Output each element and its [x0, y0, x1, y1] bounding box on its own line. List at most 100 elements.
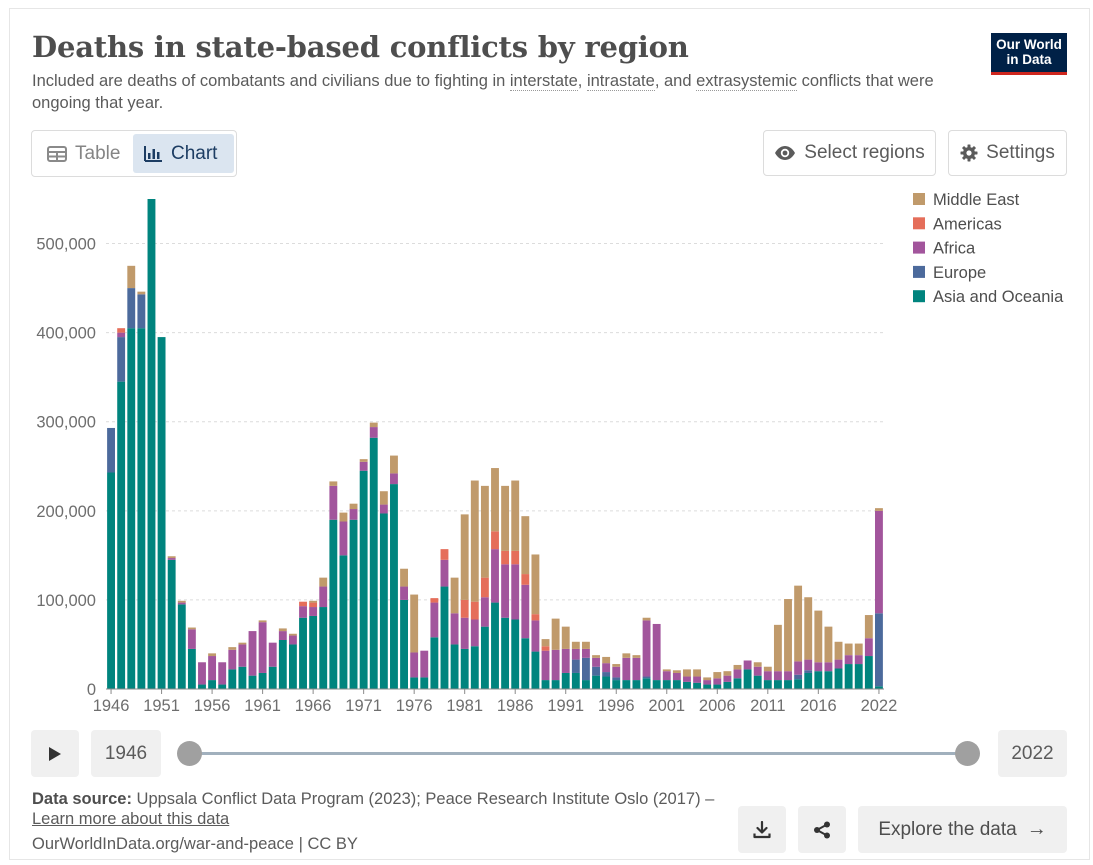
bar-segment: [420, 650, 429, 678]
bar-segment: [379, 504, 388, 514]
legend-swatch: [913, 290, 925, 303]
bar-segment: [268, 642, 277, 667]
bar-segment: [662, 680, 671, 689]
eye-icon: [775, 146, 796, 160]
bar-segment: [319, 586, 328, 608]
bar-segment: [521, 584, 530, 639]
explore-data-label: Explore the data: [878, 818, 1017, 840]
bar-segment: [511, 564, 520, 620]
bar-segment: [672, 680, 681, 689]
gear-icon: [960, 144, 978, 162]
bar-segment: [753, 662, 762, 667]
bar-segment: [763, 666, 772, 672]
bar-segment: [187, 629, 196, 649]
legend-swatch: [913, 217, 925, 230]
bar-segment: [854, 643, 863, 656]
bar-segment: [248, 675, 257, 689]
legend-label: Asia and Oceania: [933, 288, 1064, 306]
bar-segment: [571, 648, 580, 660]
bar-segment: [339, 555, 348, 689]
y-tick-label: 400,000: [36, 325, 96, 343]
bar-segment: [622, 657, 631, 681]
bar-segment: [228, 647, 237, 650]
bar-segment: [470, 601, 479, 620]
bar-segment: [258, 620, 267, 623]
bar-segment: [723, 675, 732, 682]
logo-line1: Our World: [996, 37, 1062, 52]
term-extrasystemic[interactable]: extrasystemic: [696, 72, 797, 91]
settings-button[interactable]: Settings: [948, 130, 1067, 176]
bar-segment: [359, 459, 368, 462]
timeline-start-handle[interactable]: [177, 741, 202, 766]
download-button[interactable]: [738, 806, 786, 853]
explore-data-button[interactable]: Explore the data →: [858, 806, 1067, 853]
bar-segment: [804, 597, 813, 660]
bar-segment: [359, 470, 368, 689]
play-button[interactable]: [31, 730, 79, 777]
bar-segment: [319, 607, 328, 689]
tab-chart[interactable]: Chart: [133, 134, 234, 173]
select-regions-button[interactable]: Select regions: [763, 130, 936, 176]
bar-segment: [693, 669, 702, 677]
bar-segment: [511, 550, 520, 565]
bar-segment: [491, 468, 499, 532]
view-tabs: Table Chart: [31, 130, 237, 177]
bar-segment: [541, 680, 550, 689]
bar-segment: [581, 657, 590, 681]
bar-segment: [460, 514, 469, 600]
bar-segment: [177, 604, 186, 689]
bar-segment: [602, 663, 611, 673]
x-tick-label: 2022: [861, 697, 898, 715]
bar-segment: [612, 664, 621, 667]
subtitle-intro: Included are deaths of combatants and ci…: [32, 72, 510, 90]
x-tick-label: 1971: [345, 697, 382, 715]
tab-table[interactable]: Table: [37, 134, 131, 173]
bar-segment: [632, 655, 641, 658]
bar-segment: [208, 680, 217, 689]
owid-logo[interactable]: Our World in Data: [991, 33, 1067, 75]
bar-segment: [794, 679, 803, 689]
bar-segment: [794, 661, 803, 675]
bar-segment: [834, 659, 843, 669]
bar-segment: [592, 657, 600, 667]
bar-segment: [430, 637, 439, 689]
bar-segment: [875, 508, 883, 511]
bar-segment: [390, 473, 398, 485]
bar-segment: [339, 521, 348, 556]
learn-more-link[interactable]: Learn more about this data: [32, 810, 230, 828]
bar-segment: [248, 631, 257, 676]
bar-segment: [541, 639, 550, 647]
bar-segment: [733, 669, 742, 679]
x-tick-label: 1951: [143, 697, 180, 715]
timeline-track[interactable]: [190, 752, 967, 755]
bar-segment: [632, 657, 641, 681]
bar-segment: [642, 678, 651, 689]
bar-segment: [480, 597, 489, 627]
bar-segment: [784, 671, 792, 681]
legend-swatch: [913, 265, 925, 278]
bar-segment: [238, 666, 247, 689]
bar-segment: [551, 618, 560, 650]
bar-segment: [460, 599, 469, 618]
term-intrastate[interactable]: intrastate: [586, 72, 655, 91]
bar-segment: [521, 638, 530, 689]
bar-segment: [713, 684, 722, 689]
bar-segment: [581, 648, 590, 658]
bar-segment: [531, 554, 540, 615]
bar-segment: [854, 655, 863, 665]
bar-segment: [369, 427, 378, 438]
bar-segment: [733, 678, 742, 689]
term-interstate[interactable]: interstate: [509, 72, 578, 91]
bar-segment: [723, 681, 732, 689]
bar-segment: [592, 675, 600, 689]
bar-segment: [723, 671, 732, 676]
timeline-end-handle[interactable]: [955, 741, 980, 766]
bar-segment: [642, 620, 651, 677]
bar-segment: [703, 684, 712, 689]
share-button[interactable]: [798, 806, 846, 853]
bar-segment: [521, 516, 530, 575]
timeline-start-year[interactable]: 1946: [91, 730, 161, 777]
bar-segment: [359, 461, 368, 471]
timeline-end-year[interactable]: 2022: [998, 730, 1067, 777]
bar-segment: [218, 662, 227, 685]
